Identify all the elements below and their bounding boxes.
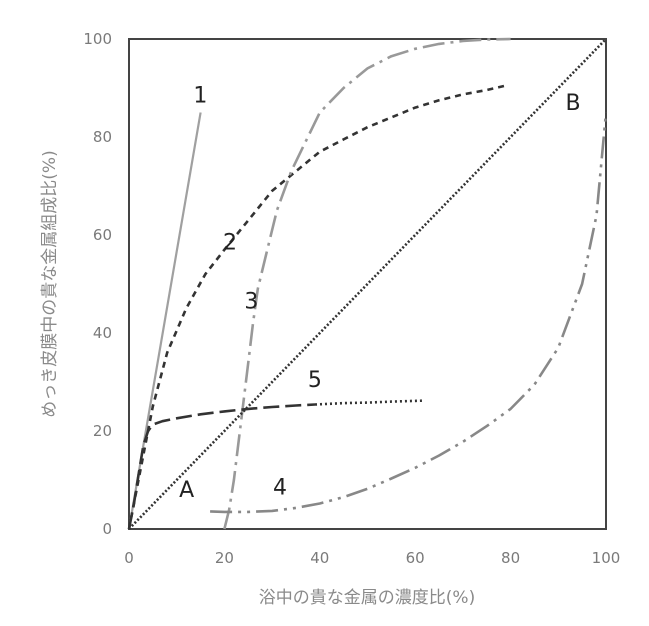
curve-label-3: 3 — [244, 290, 258, 315]
x-tick-label: 60 — [406, 549, 425, 567]
curve-label-5: 5 — [308, 368, 322, 393]
curves — [127, 37, 608, 530]
x-tick-label: 0 — [124, 549, 134, 567]
curve-labels: 1 2 3 4 5 A B — [179, 84, 580, 503]
y-tick-label: 100 — [83, 30, 112, 48]
curve-label-4: 4 — [273, 476, 287, 501]
curve-label-A: A — [179, 478, 194, 503]
x-tick-label: 20 — [215, 549, 234, 567]
y-tick-label: 80 — [93, 128, 112, 146]
x-tick-labels: 0 20 40 60 80 100 — [124, 549, 620, 567]
curve-label-1: 1 — [193, 84, 207, 109]
x-tick-label: 100 — [592, 549, 621, 567]
y-tick-label: 40 — [93, 324, 112, 342]
y-tick-label: 20 — [93, 422, 112, 440]
curve-label-B: B — [565, 91, 580, 116]
y-tick-labels: 0 20 40 60 80 100 — [83, 30, 112, 538]
x-tick-label: 40 — [310, 549, 329, 567]
curve-label-2: 2 — [223, 231, 237, 256]
x-axis-title: 浴中の貴な金属の濃度比(%) — [259, 588, 475, 608]
series-B-line-6 — [128, 38, 607, 530]
series-2-line-1 — [127, 84, 507, 530]
x-tick-label: 80 — [501, 549, 520, 567]
y-tick-label: 60 — [93, 226, 112, 244]
series-3-line-2 — [223, 37, 511, 530]
y-axis-title: めっき皮膜中の貴な金属組成比(%) — [40, 150, 60, 417]
y-tick-label: 0 — [102, 520, 112, 538]
series-5-line-4 — [127, 403, 316, 530]
series-4-line-3 — [210, 112, 608, 514]
